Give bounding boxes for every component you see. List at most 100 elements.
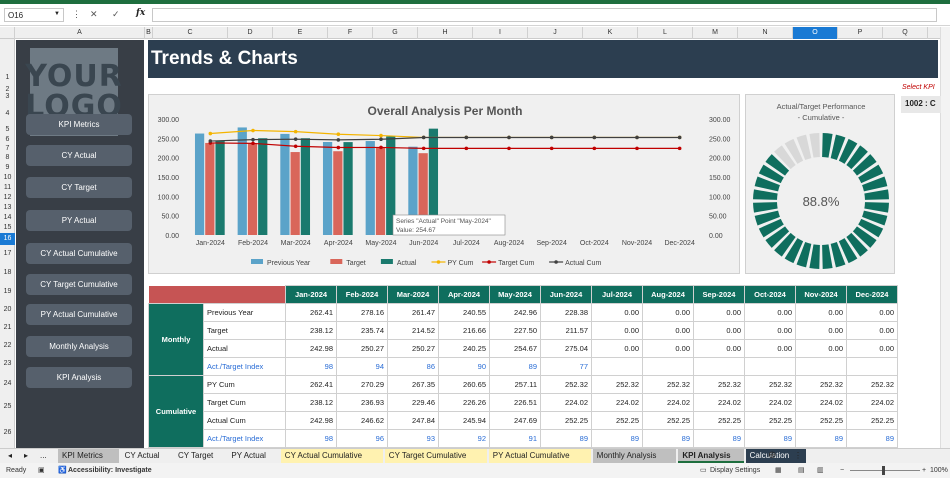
row-header[interactable]: 23: [3, 360, 12, 367]
tab-kpi-analysis[interactable]: KPI Analysis: [678, 449, 744, 463]
row-header[interactable]: 6: [5, 136, 10, 143]
table-cell[interactable]: 252.25: [591, 411, 643, 430]
tab-kpi-metrics[interactable]: KPI Metrics: [58, 449, 119, 463]
row-header[interactable]: 4: [5, 110, 10, 117]
tab-options-icon[interactable]: ⋮: [794, 451, 802, 460]
column-header[interactable]: K: [583, 27, 638, 39]
table-cell[interactable]: 89: [489, 357, 541, 376]
table-cell[interactable]: 242.96: [489, 303, 541, 322]
column-header[interactable]: D: [228, 27, 273, 39]
table-cell[interactable]: 0.00: [744, 339, 796, 358]
table-cell[interactable]: 96: [336, 429, 388, 448]
row-header[interactable]: 14: [3, 214, 12, 221]
macro-record-icon[interactable]: ▣: [38, 467, 45, 474]
table-cell[interactable]: 226.51: [489, 393, 541, 412]
table-cell[interactable]: 275.04: [540, 339, 592, 358]
nav-button-cy-target[interactable]: CY Target: [26, 177, 132, 198]
table-cell[interactable]: 252.25: [693, 411, 745, 430]
display-settings-icon[interactable]: ▭: [700, 467, 707, 474]
table-cell[interactable]: 252.25: [642, 411, 694, 430]
zoom-level[interactable]: 100%: [930, 467, 948, 474]
column-header[interactable]: C: [153, 27, 228, 39]
row-header[interactable]: 10: [3, 174, 12, 181]
table-cell[interactable]: [591, 357, 643, 376]
table-cell[interactable]: 252.32: [642, 375, 694, 394]
table-cell[interactable]: 77: [540, 357, 592, 376]
table-cell[interactable]: 257.11: [489, 375, 541, 394]
table-cell[interactable]: 250.27: [336, 339, 388, 358]
table-cell[interactable]: 0.00: [642, 321, 694, 340]
table-cell[interactable]: 252.25: [540, 411, 592, 430]
cancel-icon[interactable]: ✕: [90, 9, 98, 19]
zoom-slider-thumb[interactable]: [882, 466, 885, 475]
table-cell[interactable]: 90: [438, 357, 490, 376]
table-cell[interactable]: 252.25: [744, 411, 796, 430]
table-cell[interactable]: 254.67: [489, 339, 541, 358]
row-header[interactable]: 17: [3, 250, 12, 257]
table-cell[interactable]: 0.00: [795, 339, 847, 358]
row-header[interactable]: 18: [3, 269, 12, 276]
more-options-icon[interactable]: ⋮: [72, 9, 81, 19]
table-cell[interactable]: 0.00: [693, 303, 745, 322]
tab-cy-actual[interactable]: CY Actual: [124, 451, 160, 460]
column-header[interactable]: G: [373, 27, 418, 39]
row-header[interactable]: 7: [5, 145, 10, 152]
row-header[interactable]: 13: [3, 204, 12, 211]
table-cell[interactable]: 236.93: [336, 393, 388, 412]
table-cell[interactable]: [642, 357, 694, 376]
tab-scroll-right-icon[interactable]: ▸: [24, 451, 29, 460]
table-cell[interactable]: 278.16: [336, 303, 388, 322]
zoom-in-icon[interactable]: +: [922, 467, 927, 474]
select-all-corner[interactable]: [0, 27, 15, 39]
row-header[interactable]: 1: [5, 74, 10, 81]
table-cell[interactable]: 0.00: [642, 303, 694, 322]
table-cell[interactable]: 0.00: [846, 303, 898, 322]
table-cell[interactable]: 89: [591, 429, 643, 448]
table-cell[interactable]: 0.00: [846, 321, 898, 340]
table-cell[interactable]: 0.00: [591, 339, 643, 358]
table-cell[interactable]: 0.00: [591, 303, 643, 322]
table-cell[interactable]: 226.26: [438, 393, 490, 412]
column-header[interactable]: Q: [883, 27, 928, 39]
row-header[interactable]: 5: [5, 126, 10, 133]
table-cell[interactable]: 246.62: [336, 411, 388, 430]
row-header[interactable]: 24: [3, 380, 12, 387]
performance-donut-chart[interactable]: Actual/Target Performance - Cumulative - 8…: [745, 94, 895, 274]
table-cell[interactable]: 98: [285, 357, 337, 376]
table-cell[interactable]: 270.29: [336, 375, 388, 394]
table-cell[interactable]: 238.12: [285, 321, 337, 340]
table-cell[interactable]: [846, 357, 898, 376]
table-cell[interactable]: 252.32: [540, 375, 592, 394]
table-cell[interactable]: 247.69: [489, 411, 541, 430]
table-cell[interactable]: 227.50: [489, 321, 541, 340]
row-header[interactable]: 16: [0, 233, 15, 245]
table-cell[interactable]: 224.02: [591, 393, 643, 412]
tab-cy-target[interactable]: CY Target: [178, 451, 214, 460]
row-header[interactable]: 25: [3, 403, 12, 410]
table-cell[interactable]: 252.32: [693, 375, 745, 394]
tab-cy-actual-cumulative[interactable]: CY Actual Cumulative: [280, 449, 383, 463]
tab-py-actual-cumulative[interactable]: PY Actual Cumulative: [488, 449, 591, 463]
table-cell[interactable]: 0.00: [795, 321, 847, 340]
table-cell[interactable]: 89: [540, 429, 592, 448]
table-cell[interactable]: 89: [795, 429, 847, 448]
enter-icon[interactable]: ✓: [112, 9, 120, 19]
table-cell[interactable]: 224.02: [744, 393, 796, 412]
table-cell[interactable]: 86: [387, 357, 439, 376]
column-header[interactable]: B: [145, 27, 153, 39]
nav-button-cy-target-cumulative[interactable]: CY Target Cumulative: [26, 274, 132, 295]
row-header[interactable]: 22: [3, 342, 12, 349]
normal-view-icon[interactable]: ▦: [775, 467, 782, 474]
table-cell[interactable]: 242.98: [285, 339, 337, 358]
zoom-out-icon[interactable]: −: [840, 467, 845, 474]
row-header[interactable]: 19: [3, 288, 12, 295]
column-header[interactable]: H: [418, 27, 473, 39]
table-cell[interactable]: 211.57: [540, 321, 592, 340]
table-cell[interactable]: 252.32: [795, 375, 847, 394]
table-cell[interactable]: 92: [438, 429, 490, 448]
tab-monthly-analysis[interactable]: Monthly Analysis: [592, 449, 677, 463]
table-cell[interactable]: 89: [744, 429, 796, 448]
column-header[interactable]: F: [328, 27, 373, 39]
table-cell[interactable]: 261.47: [387, 303, 439, 322]
table-cell[interactable]: 224.02: [540, 393, 592, 412]
